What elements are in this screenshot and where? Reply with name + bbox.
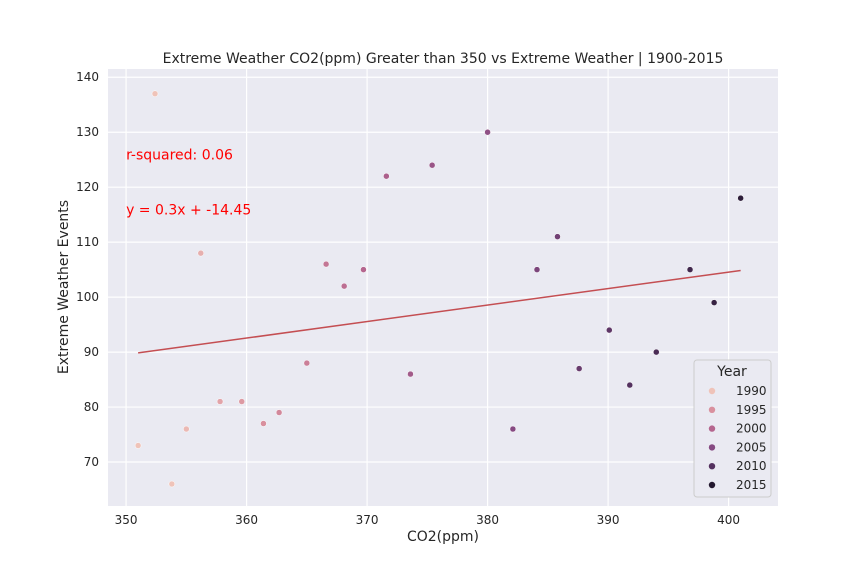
grid	[108, 69, 778, 506]
x-tick-label: 370	[356, 513, 379, 527]
legend-title: Year	[716, 364, 747, 380]
data-point	[340, 282, 348, 290]
data-point	[303, 359, 311, 367]
legend-label: 2005	[736, 440, 767, 454]
data-point	[275, 409, 283, 416]
x-tick-labels: 350 360 370 380 390 400	[115, 513, 740, 527]
y-tick-label: 80	[84, 400, 99, 414]
chart-title: Extreme Weather CO2(ppm) Greater than 35…	[163, 51, 724, 67]
legend-marker	[708, 463, 716, 470]
data-point	[134, 442, 142, 449]
data-point	[533, 266, 541, 273]
legend-label: 2010	[736, 459, 767, 473]
legend-label: 2000	[736, 422, 767, 436]
data-point	[710, 299, 718, 306]
y-tick-label: 100	[76, 290, 99, 304]
data-point	[168, 480, 176, 488]
data-point	[383, 172, 390, 180]
y-tick-label: 130	[76, 125, 99, 139]
data-point	[428, 161, 436, 169]
y-tick-label: 110	[76, 235, 99, 249]
x-tick-label: 400	[717, 513, 740, 527]
data-point	[322, 260, 330, 268]
annotations: r-squared: 0.06 y = 0.3x + -14.45	[126, 148, 251, 219]
x-tick-label: 360	[235, 513, 258, 527]
legend-label: 1995	[736, 403, 767, 417]
data-point	[606, 326, 613, 334]
data-point	[626, 381, 634, 389]
legend-label: 1990	[736, 384, 767, 398]
regression-line	[138, 269, 741, 354]
legend: Year 1990 1995 2000 2005 2010 2015	[693, 359, 772, 498]
data-point	[183, 425, 190, 433]
data-point	[575, 365, 583, 372]
legend-marker	[708, 406, 716, 413]
data-point	[197, 249, 205, 257]
legend-entries: 1990 1995 2000 2005 2010 2015	[708, 384, 767, 492]
legend-label: 2015	[736, 478, 767, 492]
data-point	[238, 398, 246, 405]
data-point	[260, 420, 267, 427]
annotation-text: y = 0.3x + -14.45	[126, 203, 251, 219]
y-tick-label: 90	[84, 345, 99, 359]
x-axis-label: CO2(ppm)	[407, 529, 479, 545]
x-tick-label: 350	[115, 513, 138, 527]
y-axis-label: Extreme Weather Events	[56, 200, 72, 374]
legend-marker	[708, 425, 716, 432]
legend-box	[693, 359, 772, 498]
y-tick-label: 140	[76, 70, 99, 84]
y-tick-labels: 70 80 90 100 110 120 130 140	[76, 70, 99, 469]
x-tick-label: 390	[597, 513, 620, 527]
data-point	[653, 348, 660, 356]
data-point	[216, 398, 224, 405]
data-points	[134, 90, 744, 488]
data-point	[151, 90, 159, 97]
data-point	[554, 233, 561, 240]
data-point	[360, 266, 367, 273]
data-point	[484, 128, 491, 136]
legend-marker	[708, 444, 716, 451]
y-tick-label: 70	[84, 455, 99, 469]
x-tick-label: 380	[476, 513, 499, 527]
data-point	[509, 425, 517, 433]
y-tick-label: 120	[76, 180, 99, 194]
plot-area	[108, 69, 778, 506]
legend-marker	[708, 387, 716, 395]
data-point	[686, 266, 694, 273]
data-point	[737, 194, 744, 202]
annotation-text: r-squared: 0.06	[126, 148, 233, 164]
legend-marker	[708, 481, 716, 489]
data-point	[407, 370, 414, 378]
